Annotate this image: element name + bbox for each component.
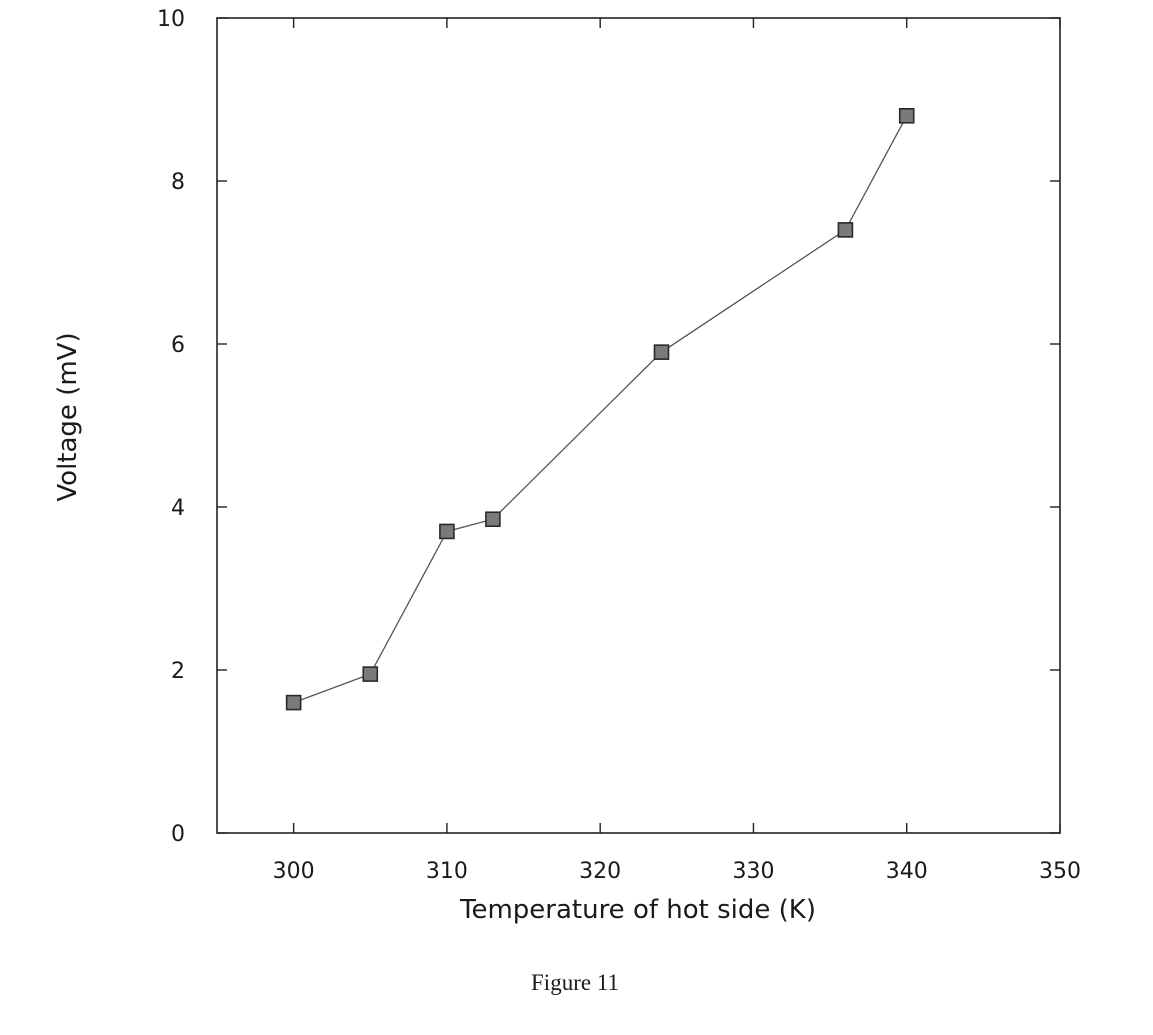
data-point-marker: [285, 694, 302, 711]
data-point-marker: [485, 511, 501, 528]
x-tick-label: 350: [1039, 859, 1081, 884]
data-point-marker: [653, 344, 670, 360]
x-axis-title: Temperature of hot side (K): [459, 895, 816, 925]
plot-frame: [216, 17, 1061, 834]
x-tick-label: 300: [273, 859, 315, 884]
y-tick-label: 8: [171, 170, 185, 195]
y-tick-label: 4: [171, 496, 185, 521]
data-point-marker: [837, 222, 854, 238]
y-tick-label: 6: [171, 333, 185, 358]
series-line: [293, 115, 908, 704]
data-point-marker: [898, 108, 915, 124]
data-point-marker: [439, 523, 455, 540]
series-layer: [285, 108, 915, 711]
x-tick-label: 320: [579, 859, 621, 884]
y-tick-label: 10: [157, 7, 185, 32]
ticks-layer: 300 310 320 330 340 350 0 2 4 6 8 10: [157, 7, 1081, 884]
y-tick-label: 2: [171, 659, 185, 684]
figure-caption: Figure 11: [531, 970, 619, 995]
y-axis-title: Voltage (mV): [53, 332, 83, 501]
y-tick-label: 0: [171, 822, 185, 847]
data-point-marker: [362, 666, 379, 682]
x-tick-label: 310: [426, 859, 468, 884]
x-tick-label: 330: [732, 859, 774, 884]
x-tick-label: 340: [886, 859, 928, 884]
